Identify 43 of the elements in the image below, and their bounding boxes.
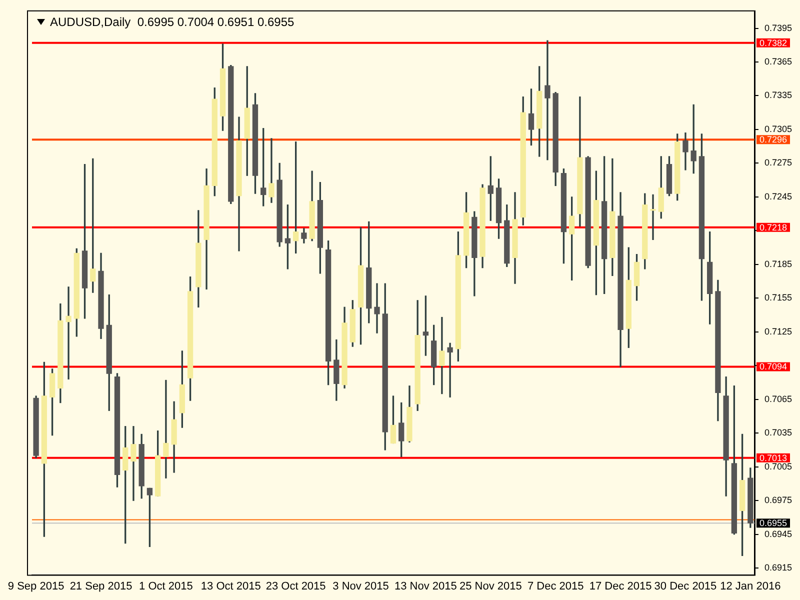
y-tick-label: 0.6915 <box>764 562 792 573</box>
y-tick-label: 0.7035 <box>764 428 792 438</box>
x-tick-label: 13 Oct 2015 <box>200 580 261 592</box>
y-tick-label: 0.7005 <box>764 461 792 472</box>
x-tick-label: 25 Nov 2015 <box>459 580 522 592</box>
candlestick <box>544 40 550 160</box>
y-tick-label: 0.7395 <box>764 22 792 33</box>
ref-line-label: 0.6955 <box>759 518 788 528</box>
y-tick-label: 0.7125 <box>764 326 792 336</box>
y-tick-label: 0.7155 <box>764 292 792 303</box>
y-tick-label: 0.7275 <box>764 158 792 168</box>
x-tick-label: 3 Nov 2015 <box>332 580 389 592</box>
y-tick-label: 0.6975 <box>764 495 792 506</box>
x-tick-label: 1 Oct 2015 <box>139 580 193 592</box>
x-tick-label: 23 Oct 2015 <box>266 580 326 592</box>
ref-line-label: 0.7296 <box>759 134 788 145</box>
candlestick <box>439 316 445 394</box>
ref-line-label: 0.7382 <box>759 38 788 48</box>
x-tick-label: 9 Sep 2015 <box>8 580 64 592</box>
ref-line-label: 0.7094 <box>759 362 788 372</box>
candlestick <box>650 194 656 240</box>
candlestick <box>447 342 453 398</box>
candlestick <box>374 283 380 334</box>
y-tick-label: 0.7365 <box>764 56 792 66</box>
x-tick-label: 13 Nov 2015 <box>394 580 457 592</box>
x-tick-label: 30 Dec 2015 <box>654 580 717 592</box>
x-tick-label: 17 Dec 2015 <box>589 580 652 592</box>
y-tick-label: 0.7305 <box>764 124 792 134</box>
y-tick-label: 0.6945 <box>764 528 792 539</box>
chart-title: AUDUSD,Daily 0.6995 0.7004 0.6951 0.6955 <box>50 15 294 30</box>
x-tick-label: 7 Dec 2015 <box>527 580 584 592</box>
candlestick <box>268 138 274 203</box>
candlestick <box>66 286 72 380</box>
ref-line-label: 0.7218 <box>759 222 788 232</box>
y-tick-label: 0.7185 <box>764 258 792 269</box>
y-tick-label: 0.7335 <box>764 90 792 100</box>
x-tick-label: 12 Jan 2016 <box>720 580 781 592</box>
y-tick-label: 0.7065 <box>764 394 792 404</box>
ref-line-label: 0.7013 <box>759 452 788 463</box>
candlestick <box>130 426 136 501</box>
x-tick-label: 21 Sep 2015 <box>70 580 132 592</box>
y-tick-label: 0.7245 <box>764 191 792 202</box>
candlestick <box>163 380 169 478</box>
